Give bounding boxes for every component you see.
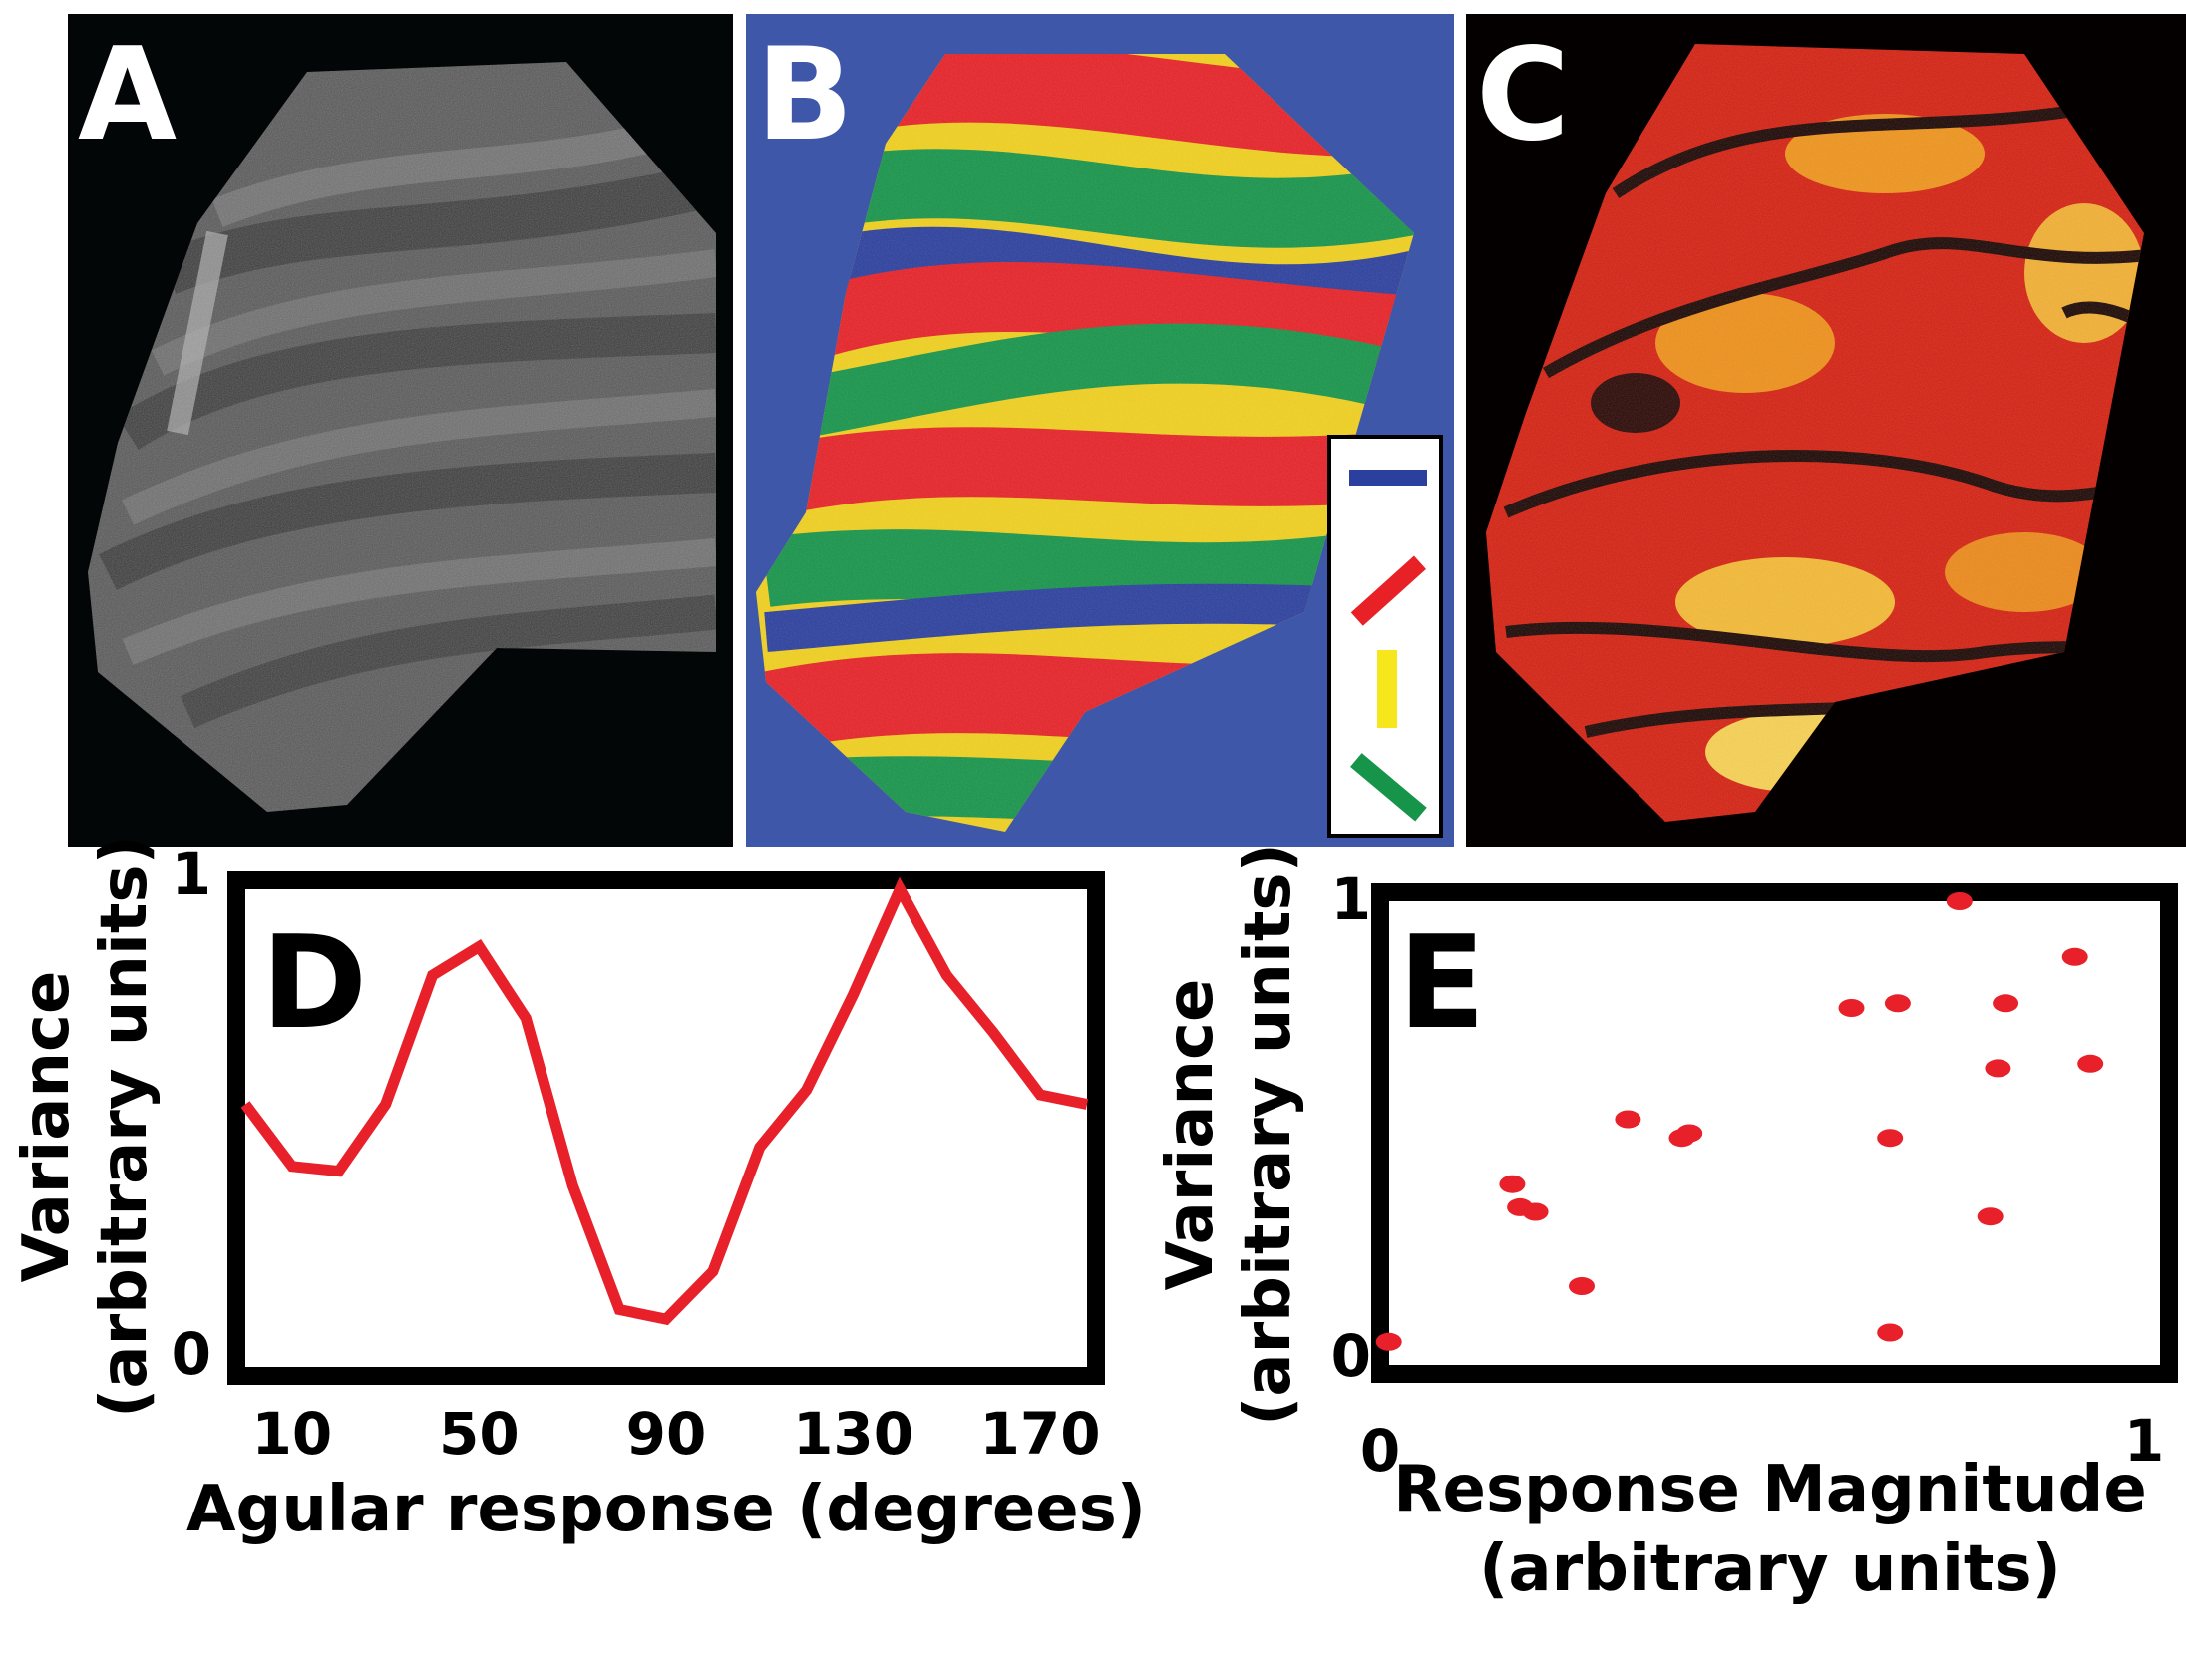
chart-e-point-17 bbox=[2077, 1054, 2104, 1073]
chart-d-y-label-line-1: Variance bbox=[10, 971, 84, 1283]
chart-d-y-tick-1: 1 bbox=[172, 840, 211, 908]
chart-e-point-3 bbox=[1522, 1202, 1549, 1221]
chart-e-x-tick-0: 0 bbox=[1360, 1417, 1400, 1485]
chart-d-x-tick-90: 90 bbox=[626, 1400, 707, 1468]
chart-e-points bbox=[1375, 892, 2104, 1351]
chart-d-y-label: Variance (arbitrary units) bbox=[10, 836, 162, 1418]
chart-e-x-label-line-2: (arbitrary units) bbox=[1479, 1532, 2061, 1606]
chart-e-point-15 bbox=[1993, 994, 2019, 1013]
vertical-bar-icon bbox=[1377, 650, 1397, 728]
chart-d-y-tick-0: 0 bbox=[172, 1320, 211, 1388]
chart-d-x-label: Agular response (degrees) bbox=[186, 1473, 1146, 1546]
panel-c-magnitude-map: C bbox=[1466, 14, 2186, 847]
chart-e-point-0 bbox=[1375, 1332, 1402, 1351]
chart-e-point-5 bbox=[1615, 1110, 1641, 1129]
panel-c-letter: C bbox=[1476, 21, 1570, 169]
panel-a-grayscale-map: A bbox=[68, 14, 733, 847]
chart-e-frame bbox=[1371, 883, 2178, 1383]
chart-e-point-9 bbox=[1877, 1129, 1904, 1148]
chart-e-x-tick-1: 1 bbox=[2124, 1407, 2164, 1475]
chart-e-y-label: Variance (arbitrary units) bbox=[1154, 843, 1305, 1426]
panel-c-svg: C bbox=[1466, 14, 2186, 847]
chart-e: E 1 0 0 1 Response Magnitude (arbitrary … bbox=[1154, 843, 2178, 1606]
chart-d-x-tick-130: 130 bbox=[793, 1400, 913, 1468]
chart-e-point-16 bbox=[2061, 947, 2088, 966]
chart-d-x-tick-170: 170 bbox=[980, 1400, 1101, 1468]
diagonal-bar-icon bbox=[1350, 555, 1426, 626]
chart-e-x-label-line-1: Response Magnitude bbox=[1393, 1453, 2146, 1526]
panel-b-svg: B bbox=[746, 14, 1454, 847]
chart-e-point-13 bbox=[1977, 1207, 2004, 1226]
chart-e-point-11 bbox=[1884, 994, 1911, 1013]
chart-e-point-1 bbox=[1499, 1175, 1526, 1193]
antidiagonal-bar-icon bbox=[1350, 753, 1427, 822]
chart-d-frame bbox=[227, 871, 1105, 1385]
chart-e-point-8 bbox=[1838, 999, 1865, 1017]
chart-e-y-label-line-2: (arbitrary units) bbox=[1232, 843, 1305, 1426]
panel-b-letter: B bbox=[756, 21, 854, 169]
chart-e-y-tick-0: 0 bbox=[1331, 1322, 1371, 1390]
horizontal-bar-icon bbox=[1349, 470, 1427, 486]
chart-d-x-tick-50: 50 bbox=[439, 1400, 520, 1468]
chart-d-series-line bbox=[240, 876, 1089, 1326]
panel-a-letter: A bbox=[78, 21, 177, 169]
chart-d-x-ticks: 10 50 90 130 170 bbox=[252, 1400, 1101, 1468]
chart-d-letter: D bbox=[261, 909, 367, 1058]
chart-e-y-tick-1: 1 bbox=[1331, 865, 1371, 933]
chart-e-y-label-line-1: Variance bbox=[1154, 979, 1228, 1291]
chart-e-point-14 bbox=[1985, 1059, 2011, 1078]
chart-e-point-4 bbox=[1569, 1277, 1595, 1295]
chart-e-letter: E bbox=[1398, 909, 1485, 1058]
chart-e-point-7 bbox=[1676, 1124, 1703, 1143]
orientation-legend-box bbox=[1327, 435, 1443, 838]
panel-a-svg: A bbox=[68, 14, 733, 847]
chart-e-point-12 bbox=[1946, 892, 1973, 910]
chart-d-y-label-line-2: (arbitrary units) bbox=[88, 836, 162, 1418]
panel-b-orientation-map: B bbox=[746, 14, 1454, 847]
chart-d: D 10 50 90 130 170 1 0 Agular response (degr… bbox=[10, 836, 1146, 1546]
orientation-legend bbox=[1327, 435, 1443, 838]
chart-d-x-tick-10: 10 bbox=[252, 1400, 333, 1468]
chart-e-point-10 bbox=[1877, 1323, 1904, 1342]
